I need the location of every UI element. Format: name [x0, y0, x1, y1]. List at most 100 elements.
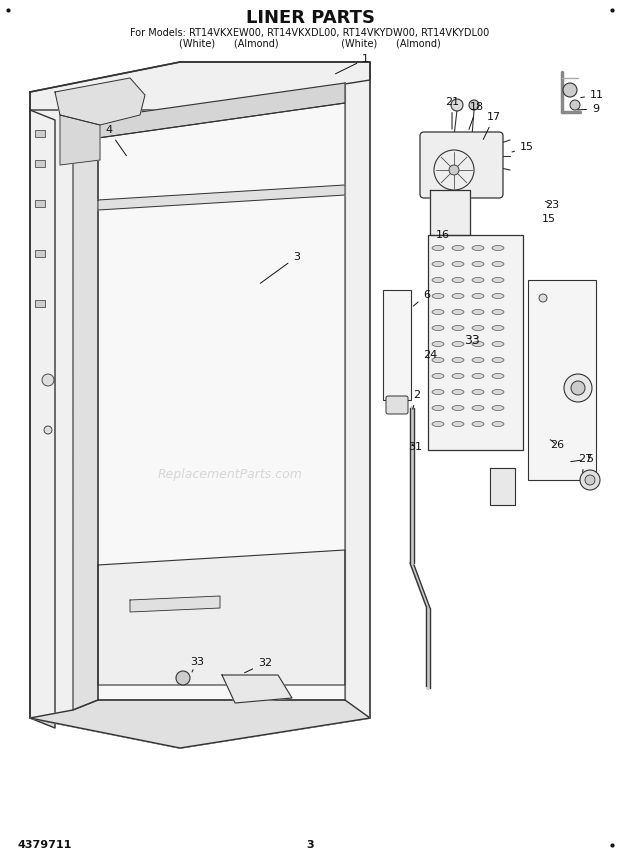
Ellipse shape [452, 374, 464, 379]
Ellipse shape [432, 245, 444, 251]
Polygon shape [55, 78, 145, 125]
Text: 4379711: 4379711 [18, 840, 73, 850]
Ellipse shape [492, 422, 504, 426]
Text: 33: 33 [464, 333, 480, 346]
Circle shape [44, 426, 52, 434]
Ellipse shape [432, 357, 444, 362]
Ellipse shape [472, 389, 484, 394]
Ellipse shape [452, 245, 464, 251]
Polygon shape [60, 115, 100, 165]
Text: 15: 15 [512, 142, 534, 152]
Text: 3: 3 [306, 840, 314, 850]
Text: 23: 23 [545, 200, 559, 210]
Polygon shape [222, 675, 292, 703]
Text: 27: 27 [578, 454, 592, 473]
Text: 3: 3 [260, 252, 300, 283]
Circle shape [176, 671, 190, 685]
Text: 15: 15 [542, 214, 556, 224]
Ellipse shape [432, 406, 444, 411]
Ellipse shape [472, 422, 484, 426]
Polygon shape [30, 62, 370, 748]
FancyBboxPatch shape [35, 300, 45, 307]
Ellipse shape [492, 374, 504, 379]
Circle shape [469, 100, 479, 110]
FancyBboxPatch shape [383, 290, 411, 400]
Ellipse shape [472, 325, 484, 331]
Ellipse shape [432, 422, 444, 426]
Circle shape [563, 83, 577, 97]
Text: 33: 33 [190, 657, 204, 672]
Text: 6: 6 [413, 290, 430, 307]
Polygon shape [130, 596, 220, 612]
Ellipse shape [492, 245, 504, 251]
Circle shape [451, 99, 463, 111]
Polygon shape [30, 110, 55, 728]
Text: 31: 31 [408, 442, 422, 452]
FancyBboxPatch shape [35, 200, 45, 207]
Ellipse shape [472, 294, 484, 299]
Ellipse shape [452, 277, 464, 282]
Text: 9: 9 [578, 104, 599, 114]
Ellipse shape [472, 406, 484, 411]
Ellipse shape [472, 374, 484, 379]
Text: 18: 18 [469, 102, 484, 129]
Text: 5: 5 [571, 454, 593, 464]
Text: For Models: RT14VKXEW00, RT14VKXDL00, RT14VKYDW00, RT14VKYDL00: For Models: RT14VKXEW00, RT14VKXDL00, RT… [130, 28, 490, 38]
Text: 16: 16 [436, 230, 450, 240]
Ellipse shape [452, 294, 464, 299]
Ellipse shape [432, 262, 444, 267]
Text: 4: 4 [105, 125, 126, 156]
Ellipse shape [432, 325, 444, 331]
Text: (White)      (Almond)                    (White)      (Almond): (White) (Almond) (White) (Almond) [179, 39, 441, 49]
Ellipse shape [452, 406, 464, 411]
Ellipse shape [452, 357, 464, 362]
Ellipse shape [432, 309, 444, 314]
Polygon shape [98, 550, 345, 685]
Polygon shape [30, 700, 370, 748]
Ellipse shape [492, 262, 504, 267]
Text: 26: 26 [550, 440, 564, 450]
Circle shape [564, 374, 592, 402]
Polygon shape [430, 190, 470, 235]
FancyBboxPatch shape [428, 235, 523, 450]
Ellipse shape [472, 245, 484, 251]
Text: 2: 2 [413, 390, 420, 409]
Text: 24: 24 [423, 350, 437, 360]
Ellipse shape [492, 309, 504, 314]
Text: 32: 32 [244, 658, 272, 672]
Ellipse shape [472, 309, 484, 314]
Ellipse shape [492, 277, 504, 282]
Ellipse shape [432, 374, 444, 379]
Ellipse shape [432, 389, 444, 394]
Text: ReplacementParts.com: ReplacementParts.com [157, 468, 303, 481]
FancyBboxPatch shape [35, 250, 45, 257]
Ellipse shape [472, 342, 484, 346]
Ellipse shape [472, 262, 484, 267]
FancyBboxPatch shape [528, 280, 596, 480]
Ellipse shape [452, 309, 464, 314]
Ellipse shape [492, 406, 504, 411]
FancyBboxPatch shape [386, 396, 408, 414]
Circle shape [571, 381, 585, 395]
Ellipse shape [452, 342, 464, 346]
Polygon shape [98, 185, 345, 210]
Ellipse shape [492, 357, 504, 362]
Text: 1: 1 [335, 54, 369, 74]
Circle shape [449, 165, 459, 175]
Ellipse shape [452, 389, 464, 394]
Circle shape [570, 100, 580, 110]
FancyBboxPatch shape [35, 160, 45, 167]
Polygon shape [30, 62, 370, 110]
Ellipse shape [492, 325, 504, 331]
Polygon shape [98, 103, 345, 700]
FancyBboxPatch shape [35, 130, 45, 137]
Text: 21: 21 [445, 97, 459, 129]
Circle shape [539, 294, 547, 302]
Ellipse shape [452, 422, 464, 426]
Ellipse shape [432, 294, 444, 299]
Circle shape [42, 374, 54, 386]
Ellipse shape [472, 277, 484, 282]
Polygon shape [98, 83, 345, 138]
FancyBboxPatch shape [420, 132, 503, 198]
Ellipse shape [472, 357, 484, 362]
